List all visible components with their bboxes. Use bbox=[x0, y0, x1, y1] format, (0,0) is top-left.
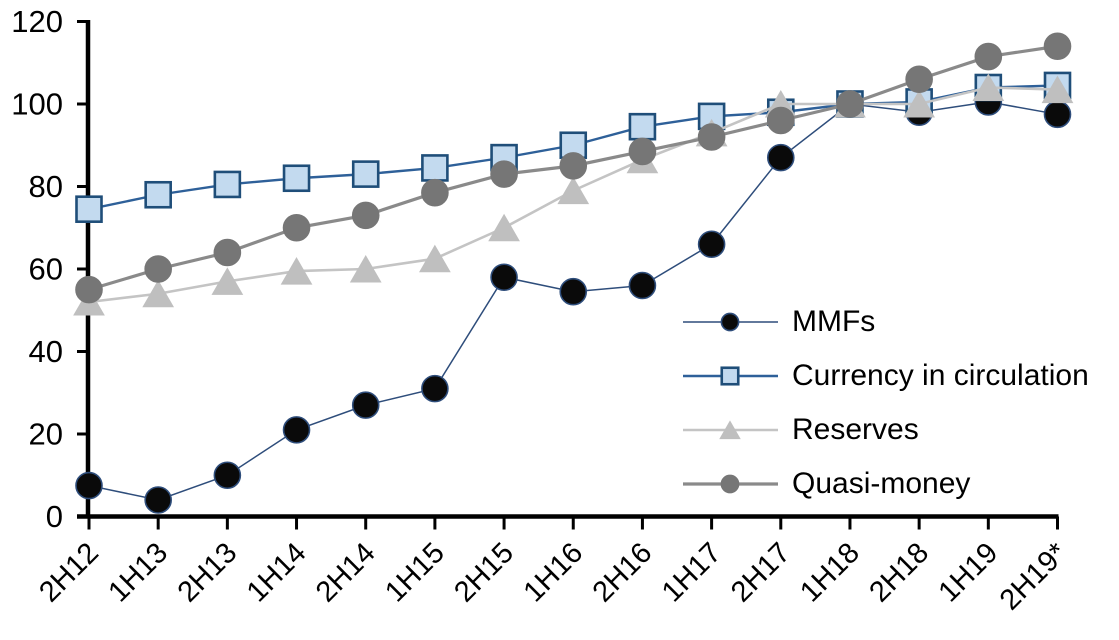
data-point bbox=[903, 89, 936, 118]
data-point bbox=[559, 152, 588, 180]
data-point bbox=[282, 213, 311, 242]
legend-icon-canvas bbox=[683, 420, 778, 440]
quasi-money-marker-icon bbox=[683, 471, 778, 497]
x-axis-tick-label: 1H15 bbox=[379, 537, 451, 609]
y-axis-tick-label: 40 bbox=[29, 334, 63, 369]
data-point bbox=[211, 267, 244, 295]
data-point bbox=[351, 160, 380, 188]
data-point bbox=[75, 471, 103, 500]
x-axis-tick-label: 2H15 bbox=[448, 537, 520, 609]
data-point bbox=[144, 486, 172, 514]
legend-label-mmfs: MMFs bbox=[792, 305, 876, 338]
y-axis-tick-label: 0 bbox=[46, 499, 63, 534]
data-point bbox=[213, 238, 242, 267]
y-axis-tick-label: 100 bbox=[11, 87, 63, 122]
legend-item-quasi-money: Quasi-money bbox=[683, 467, 1089, 501]
legend-item-reserves: Reserves bbox=[683, 413, 1089, 447]
y-axis-tick-label: 60 bbox=[29, 252, 63, 287]
x-axis-tick-label: 2H14 bbox=[310, 537, 382, 609]
data-point bbox=[1043, 32, 1072, 61]
data-point bbox=[628, 137, 657, 166]
x-axis-tick-label: 2H13 bbox=[172, 537, 244, 609]
data-point bbox=[697, 123, 726, 151]
data-point bbox=[351, 201, 380, 230]
data-point bbox=[213, 170, 242, 199]
data-point bbox=[974, 42, 1003, 71]
data-point bbox=[421, 374, 449, 403]
data-point bbox=[144, 255, 172, 283]
data-point bbox=[488, 213, 520, 242]
x-axis-tick-label: 2H12 bbox=[33, 537, 105, 609]
legend: MMFs Currency in circulation Reserves Qu… bbox=[683, 305, 1089, 521]
legend-icon-canvas bbox=[683, 474, 778, 494]
x-axis-tick-label: 1H16 bbox=[518, 537, 590, 609]
x-axis-tick-label: 1H18 bbox=[794, 537, 866, 609]
data-point bbox=[75, 275, 103, 304]
x-axis-tick-label: 1H14 bbox=[241, 537, 313, 609]
legend-label-currency-in-circulation: Currency in circulation bbox=[792, 359, 1089, 392]
data-point bbox=[720, 312, 740, 332]
data-point bbox=[282, 164, 311, 193]
y-axis-tick-label: 120 bbox=[11, 4, 63, 39]
currency-marker-icon bbox=[683, 363, 778, 389]
y-axis-tick-label: 80 bbox=[29, 169, 63, 204]
x-axis-tick-label: 2H16 bbox=[587, 537, 659, 609]
data-point bbox=[905, 65, 933, 94]
data-point bbox=[490, 263, 518, 292]
y-axis-tick-label: 20 bbox=[29, 417, 63, 452]
reserves-marker-icon bbox=[683, 417, 778, 443]
data-point bbox=[1041, 75, 1074, 104]
legend-label-reserves: Reserves bbox=[792, 413, 919, 446]
data-point bbox=[719, 420, 741, 440]
legend-label-quasi-money: Quasi-money bbox=[792, 467, 971, 500]
data-point bbox=[213, 461, 242, 490]
x-axis-tick-label: 1H17 bbox=[656, 537, 728, 609]
data-point bbox=[419, 244, 451, 273]
legend-icon-canvas bbox=[683, 366, 778, 386]
legend-item-currency-in-circulation: Currency in circulation bbox=[683, 359, 1089, 393]
x-axis-tick-label: 2H19* bbox=[994, 537, 1074, 617]
mmfs-marker-icon bbox=[683, 309, 778, 335]
data-point bbox=[836, 90, 864, 118]
x-axis-tick-label: 2H17 bbox=[725, 537, 797, 609]
data-point bbox=[766, 143, 795, 172]
x-axis-tick-label: 1H19 bbox=[933, 537, 1005, 609]
data-point bbox=[282, 416, 311, 444]
data-point bbox=[142, 279, 175, 308]
data-point bbox=[628, 271, 657, 300]
x-axis-tick-label: 1H13 bbox=[102, 537, 174, 609]
x-axis-tick-label: 2H18 bbox=[863, 537, 935, 609]
data-point bbox=[559, 277, 588, 306]
data-point bbox=[75, 195, 103, 223]
data-point bbox=[1043, 100, 1072, 129]
data-point bbox=[421, 154, 449, 182]
data-point bbox=[628, 112, 657, 141]
data-point bbox=[280, 257, 313, 285]
data-point bbox=[972, 73, 1005, 101]
data-point bbox=[720, 366, 740, 386]
data-point bbox=[349, 254, 382, 283]
data-point bbox=[720, 474, 740, 494]
data-point bbox=[766, 106, 795, 135]
data-point bbox=[351, 391, 380, 419]
data-point bbox=[557, 176, 590, 205]
data-point bbox=[421, 178, 449, 207]
series-quasi-money bbox=[75, 32, 1072, 304]
legend-icon-canvas bbox=[683, 312, 778, 332]
data-point bbox=[697, 230, 726, 259]
legend-item-mmfs: MMFs bbox=[683, 305, 1089, 339]
data-point bbox=[144, 180, 172, 209]
data-point bbox=[490, 160, 518, 188]
